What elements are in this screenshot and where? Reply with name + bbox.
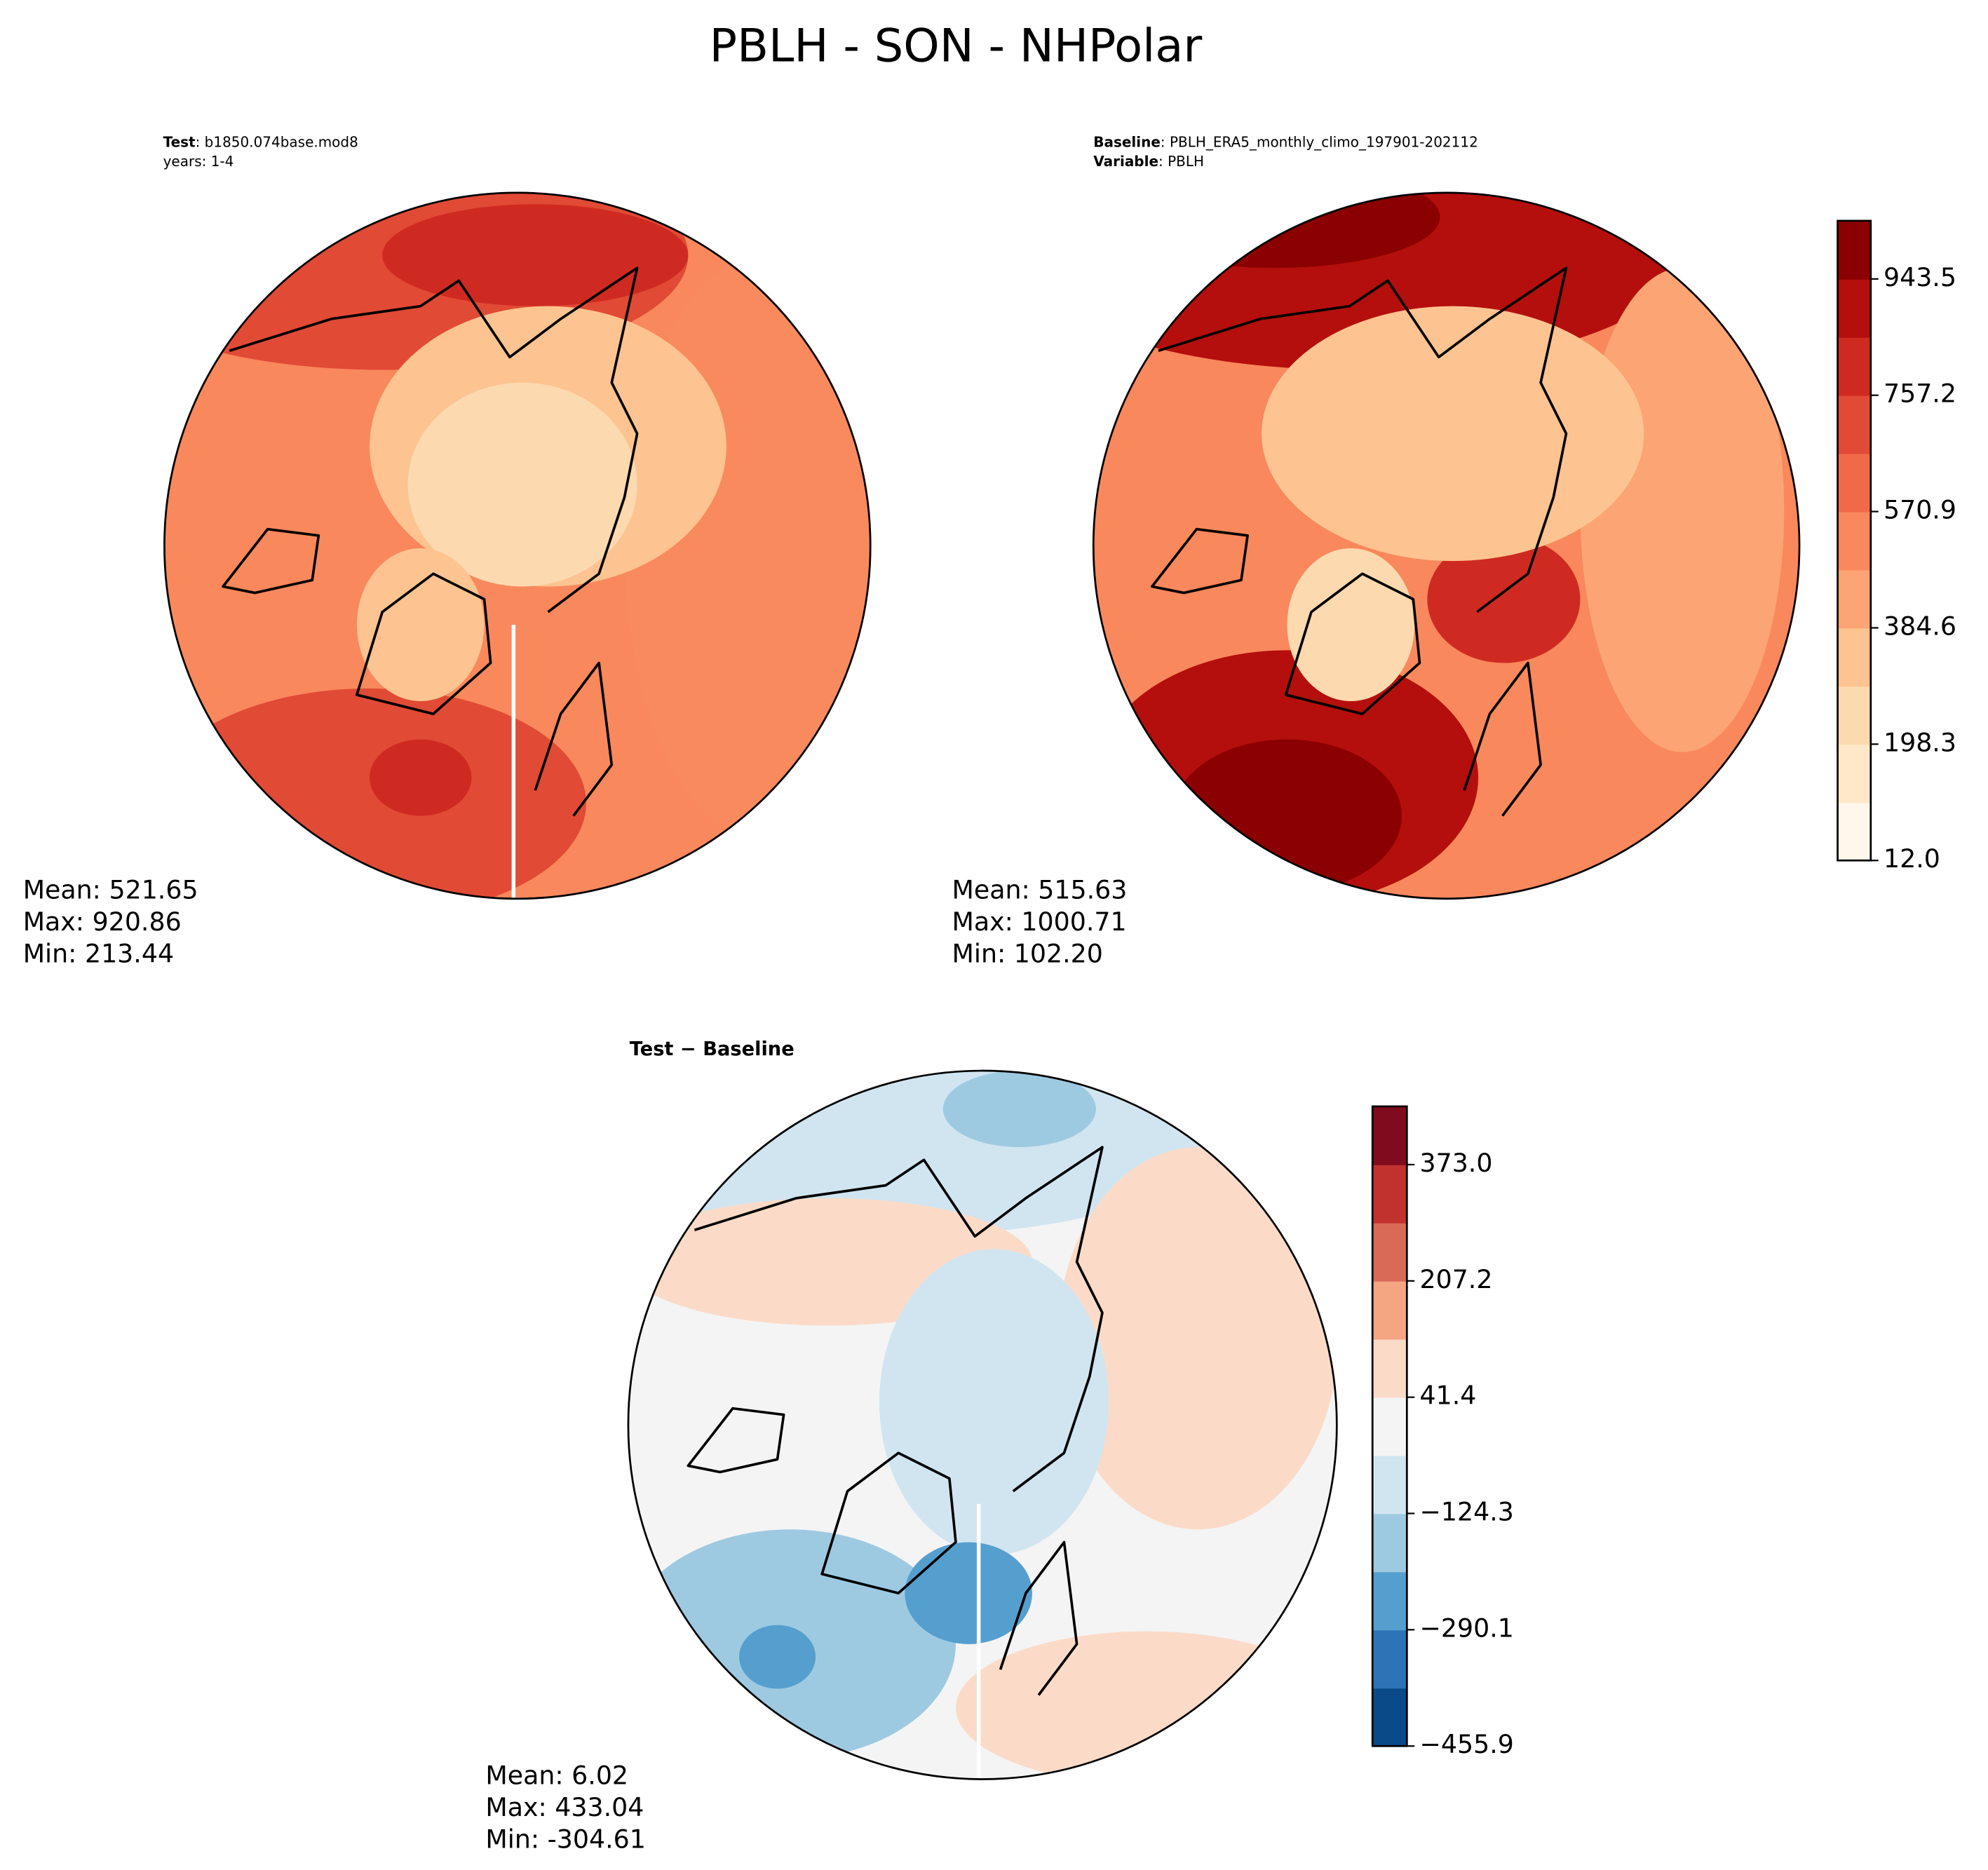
panel-header: Test − Baseline	[630, 1038, 794, 1060]
colorbar-tick-label: 943.5	[1884, 262, 1956, 292]
colorbar-tick-label: 41.4	[1419, 1381, 1476, 1411]
colorbar-band	[1837, 802, 1871, 862]
colorbar-tick-label: 207.2	[1419, 1264, 1492, 1294]
colorbar-band	[1837, 278, 1871, 338]
header-value: : b1850.074base.mod8	[196, 133, 358, 150]
colorbar-band	[1372, 1630, 1407, 1689]
colorbar-band	[1372, 1513, 1407, 1573]
colorbar-band	[1837, 395, 1871, 454]
panel-header: Test: b1850.074base.mod8	[163, 133, 358, 150]
colorbar-band	[1837, 337, 1871, 396]
colorbar-tick-label: 373.0	[1419, 1148, 1492, 1178]
colorbar-band	[1372, 1222, 1407, 1282]
colorbar-frame	[1837, 219, 1872, 862]
colorbar-band	[1372, 1455, 1407, 1515]
panel-header: Variable: PBLH	[1093, 153, 1204, 170]
colorbar-band	[1372, 1571, 1407, 1631]
colorbar-band	[1372, 1106, 1407, 1165]
header-value: : PBLH	[1158, 153, 1204, 170]
colorbar-tick-label: 12.0	[1884, 843, 1940, 874]
colorbar-tick-label: −124.3	[1419, 1496, 1513, 1526]
colorbar-band	[1837, 220, 1871, 280]
colorbar-band	[1837, 453, 1871, 513]
colorbar-band	[1372, 1397, 1407, 1456]
colorbar-tick-label: 198.3	[1884, 727, 1956, 757]
stat-label: Mean: 6.02	[485, 1761, 628, 1791]
stat-label: Min: -304.61	[485, 1824, 645, 1855]
colorbar-tick-label: 757.2	[1884, 379, 1956, 409]
map-border	[627, 1069, 1338, 1780]
figure-title: PBLH - SON - NHPolar	[710, 20, 1203, 73]
panel-header: years: 1-4	[163, 153, 234, 170]
panel-header: Baseline: PBLH_ERA5_monthly_climo_197901…	[1093, 133, 1478, 150]
stat-label: Min: 102.20	[952, 939, 1103, 969]
header-value: : PBLH_ERA5_monthly_climo_197901-202112	[1161, 133, 1478, 150]
colorbar-band	[1837, 686, 1871, 745]
map-border	[163, 191, 872, 900]
colorbar-band	[1837, 744, 1871, 804]
colorbars: 12.0 198.3 384.6 570.9 757.2 943.5 −455.9 −290.…	[1371, 219, 1956, 1759]
stat-label: Mean: 521.65	[23, 875, 198, 905]
stat-label: Max: 1000.71	[952, 907, 1127, 937]
colorbar-tick-label: 570.9	[1884, 495, 1956, 525]
colorbar-tick-label: −455.9	[1419, 1729, 1513, 1759]
header-key: Variable	[1093, 153, 1158, 170]
colorbar-band	[1837, 628, 1871, 687]
colorbar-band	[1837, 569, 1871, 629]
colorbar-tick-label: 384.6	[1884, 611, 1956, 641]
header-key: Test	[163, 133, 196, 150]
colorbar-band	[1372, 1688, 1407, 1747]
header-key: Baseline	[1093, 133, 1161, 150]
stat-label: Mean: 515.63	[952, 875, 1128, 905]
colorbar-band	[1837, 511, 1871, 571]
stat-label: Max: 920.86	[23, 907, 182, 937]
colorbar-frame	[1371, 1105, 1408, 1747]
colorbar-band	[1372, 1164, 1407, 1224]
colorbar-tick-label: −290.1	[1419, 1613, 1513, 1643]
map	[1093, 192, 1800, 899]
map-border	[1092, 191, 1801, 900]
colorbar-band	[1372, 1280, 1407, 1340]
map	[164, 192, 871, 899]
colorbar-band	[1372, 1339, 1407, 1398]
stat-label: Min: 213.44	[23, 939, 174, 969]
stat-label: Max: 433.04	[485, 1792, 644, 1822]
